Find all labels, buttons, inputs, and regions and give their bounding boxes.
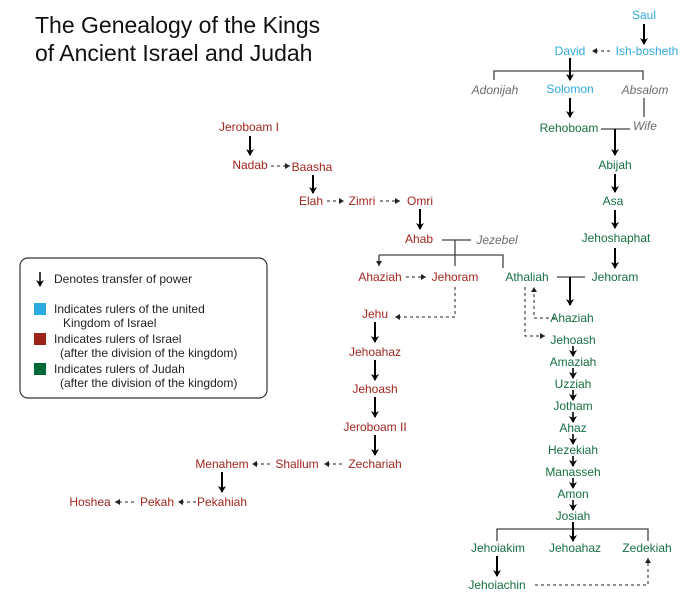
person-israel-1: Nadab: [232, 158, 268, 172]
person-israel-11: Jehoash: [352, 382, 397, 396]
person-judah-4: Jehoram: [592, 270, 639, 284]
dotted-arrow: [531, 287, 555, 319]
person-israel-8: Jehoram: [432, 270, 479, 284]
person-judah-9: Uzziah: [555, 377, 592, 391]
person-israel-14: Shallum: [275, 457, 318, 471]
person-israel-15: Menahem: [195, 457, 248, 471]
person-israel-7: Ahaziah: [358, 270, 401, 284]
person-non_rulers-1: Absalom: [621, 83, 669, 97]
family-line: [379, 254, 504, 268]
person-judah-3: Jehoshaphat: [582, 231, 651, 245]
people: Saul David Ish-bosheth Solomon Adonijah Absal…: [69, 8, 678, 592]
person-united-1: David: [555, 44, 586, 58]
person-israel-3: Elah: [299, 194, 323, 208]
person-judah-1: Abijah: [598, 158, 631, 172]
legend-united-2: Kingdom of Israel: [63, 316, 156, 330]
person-israel-0: Jeroboam I: [219, 120, 279, 134]
person-israel-9: Jehu: [362, 307, 388, 321]
title-line-1: The Genealogy of the Kings: [35, 12, 320, 38]
person-judah-7: Jehoash: [550, 333, 595, 347]
family-line: [493, 70, 644, 80]
person-israel-4: Zimri: [349, 194, 376, 208]
person-judah-5: Athaliah: [505, 270, 548, 284]
person-judah-16: Jehoiakim: [471, 541, 525, 555]
person-judah-14: Amon: [557, 487, 588, 501]
connections: [115, 24, 651, 586]
person-judah-8: Amaziah: [550, 355, 597, 369]
person-non_rulers-3: Jezebel: [475, 233, 518, 247]
person-israel-13: Zechariah: [348, 457, 401, 471]
israel-swatch: [34, 333, 46, 345]
person-judah-6: Ahaziah: [550, 311, 593, 325]
person-united-0: Saul: [632, 8, 656, 22]
person-judah-13: Manasseh: [545, 465, 600, 479]
legend: Denotes transfer of power Indicates rule…: [19, 257, 268, 399]
legend-united-1: Indicates rulers of the united: [54, 302, 205, 316]
person-israel-2: Baasha: [292, 160, 333, 174]
legend-israel-1: Indicates rulers of Israel: [54, 332, 181, 346]
person-united-3: Solomon: [546, 82, 593, 96]
person-israel-12: Jeroboam II: [343, 420, 406, 434]
dotted-arrow: [524, 287, 545, 339]
person-israel-10: Jehoahaz: [349, 345, 401, 359]
person-judah-2: Asa: [603, 194, 624, 208]
dotted-arrow: [535, 558, 651, 586]
dotted-arrow: [395, 287, 456, 320]
person-non_rulers-0: Adonijah: [471, 83, 519, 97]
person-united-2: Ish-bosheth: [616, 44, 679, 58]
person-israel-18: Hoshea: [69, 495, 111, 509]
legend-judah-2: (after the division of the kingdom): [60, 376, 237, 390]
person-judah-10: Jotham: [553, 399, 592, 413]
legend-box: [19, 257, 268, 399]
person-judah-0: Rehoboam: [540, 121, 599, 135]
person-israel-17: Pekah: [140, 495, 174, 509]
judah-swatch: [34, 363, 46, 375]
person-judah-15: Josiah: [556, 509, 591, 523]
person-judah-18: Zedekiah: [622, 541, 671, 555]
legend-israel-2: (after the division of the kingdom): [60, 346, 237, 360]
person-israel-16: Pekahiah: [197, 495, 247, 509]
person-judah-17: Jehoahaz: [549, 541, 601, 555]
title-line-2: of Ancient Israel and Judah: [35, 40, 312, 66]
person-non_rulers-2: Wife: [633, 119, 657, 133]
person-judah-19: Jehoiachin: [468, 578, 525, 592]
person-judah-12: Hezekiah: [548, 443, 598, 457]
legend-transfer: Denotes transfer of power: [54, 272, 192, 286]
person-israel-5: Omri: [407, 194, 433, 208]
person-israel-6: Ahab: [405, 232, 433, 246]
person-judah-11: Ahaz: [559, 421, 586, 435]
legend-judah-1: Indicates rulers of Judah: [54, 362, 185, 376]
united-swatch: [34, 303, 46, 315]
